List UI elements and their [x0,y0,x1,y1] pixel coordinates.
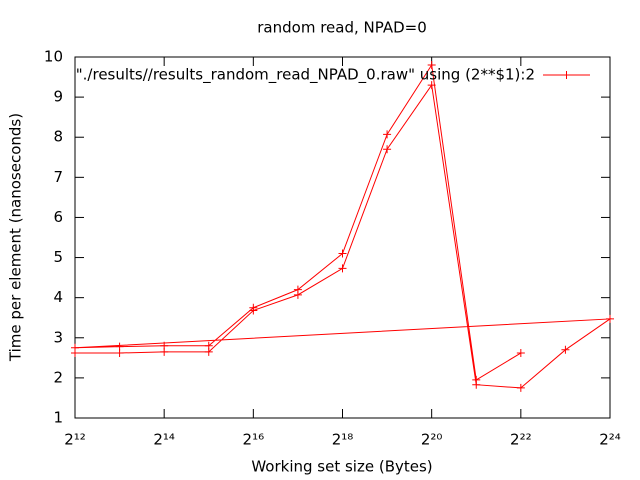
point-marker [249,303,258,312]
y-tick-label: 6 [53,208,63,226]
x-tick-label: 2¹⁴ [153,431,175,449]
y-tick-label: 5 [53,248,63,266]
point-marker [472,375,481,384]
y-tick-label: 8 [53,128,63,146]
y-axis-label: Time per element (nanoseconds) [7,113,25,362]
y-tick-label: 1 [53,409,63,427]
plot-frame [74,56,611,419]
y-tick-label: 4 [53,288,63,306]
chart-title: random read, NPAD=0 [257,19,427,37]
point-marker [204,341,213,350]
point-marker [160,341,169,350]
point-marker [338,264,347,273]
x-tick-label: 2²² [510,431,532,449]
x-tick-label: 2¹⁸ [332,431,354,449]
point-marker [383,145,392,154]
y-tick-label: 9 [53,88,63,106]
y-tick-label: 10 [44,48,63,66]
series-line [74,63,612,389]
x-tick-label: 2²⁰ [421,431,443,449]
y-tick-label: 3 [53,328,63,346]
x-tick-label: 2²⁴ [599,431,621,449]
point-marker [516,383,525,392]
point-marker [383,130,392,139]
point-marker [71,343,79,352]
x-axis-label: Working set size (Bytes) [251,458,432,476]
point-marker [516,349,525,358]
point-marker [293,285,302,294]
legend-marker [562,71,571,79]
x-tick-label: 2¹² [64,431,86,449]
point-marker [427,81,436,90]
point-marker [427,61,436,70]
point-marker [606,314,614,323]
point-marker [561,345,570,354]
point-marker [115,342,124,351]
point-marker [338,249,347,258]
legend-label: "./results//results_random_read_NPAD_0.r… [76,66,535,85]
x-tick-label: 2¹⁶ [243,431,265,449]
y-tick-label: 2 [53,368,63,386]
y-tick-label: 7 [53,168,63,186]
